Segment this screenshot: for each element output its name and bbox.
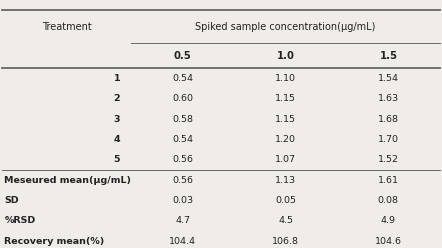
Text: 104.6: 104.6 — [375, 237, 402, 246]
Text: 1.0: 1.0 — [277, 51, 294, 61]
Text: 1.15: 1.15 — [275, 115, 296, 124]
Text: %RSD: %RSD — [4, 216, 36, 225]
Text: 0.60: 0.60 — [172, 94, 193, 103]
Text: 1.10: 1.10 — [275, 74, 296, 83]
Text: 106.8: 106.8 — [272, 237, 299, 246]
Text: Recovery mean(%): Recovery mean(%) — [4, 237, 105, 246]
Text: 0.58: 0.58 — [172, 115, 193, 124]
Text: 5: 5 — [114, 155, 120, 164]
Text: 1.20: 1.20 — [275, 135, 296, 144]
Text: 1.52: 1.52 — [378, 155, 399, 164]
Text: 1.68: 1.68 — [378, 115, 399, 124]
Text: 1.5: 1.5 — [379, 51, 397, 61]
Text: 3: 3 — [114, 115, 120, 124]
Text: 2: 2 — [114, 94, 120, 103]
Text: 1.13: 1.13 — [275, 176, 296, 185]
Text: 1: 1 — [114, 74, 120, 83]
Text: 4: 4 — [114, 135, 120, 144]
Text: Meseured mean(μg/mL): Meseured mean(μg/mL) — [4, 176, 131, 185]
Text: 1.70: 1.70 — [378, 135, 399, 144]
Text: 0.54: 0.54 — [172, 74, 193, 83]
Text: Spiked sample concentration(μg/mL): Spiked sample concentration(μg/mL) — [195, 22, 376, 32]
Text: 1.61: 1.61 — [378, 176, 399, 185]
Text: 0.03: 0.03 — [172, 196, 193, 205]
Text: 4.5: 4.5 — [278, 216, 293, 225]
Text: 0.08: 0.08 — [378, 196, 399, 205]
Text: 1.15: 1.15 — [275, 94, 296, 103]
Text: 1.54: 1.54 — [378, 74, 399, 83]
Text: 1.07: 1.07 — [275, 155, 296, 164]
Text: 104.4: 104.4 — [169, 237, 196, 246]
Text: 0.56: 0.56 — [172, 155, 193, 164]
Text: 0.54: 0.54 — [172, 135, 193, 144]
Text: Treatment: Treatment — [42, 22, 91, 32]
Text: 1.63: 1.63 — [378, 94, 399, 103]
Text: 0.05: 0.05 — [275, 196, 296, 205]
Text: 0.56: 0.56 — [172, 176, 193, 185]
Text: 0.5: 0.5 — [174, 51, 191, 61]
Text: 4.9: 4.9 — [381, 216, 396, 225]
Text: SD: SD — [4, 196, 19, 205]
Text: 4.7: 4.7 — [175, 216, 190, 225]
